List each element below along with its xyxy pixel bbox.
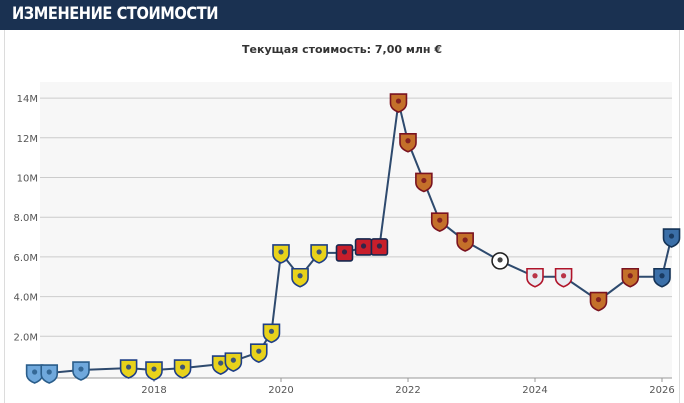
- crest-emblem: [376, 243, 383, 249]
- crest-emblem: [560, 273, 567, 279]
- crest-emblem: [256, 348, 262, 354]
- y-tick-label: 10M: [17, 174, 38, 185]
- y-tick-label: 6.0M: [13, 253, 38, 264]
- crest-emblem: [659, 273, 665, 279]
- crest-emblem: [497, 257, 503, 263]
- crest-emblem: [421, 177, 427, 184]
- crest-emblem: [278, 249, 284, 255]
- plot-area: [40, 82, 672, 378]
- crest-emblem: [151, 366, 157, 372]
- market-value-line: [34, 101, 673, 374]
- y-tick-label: 2.0M: [13, 332, 38, 343]
- x-tick-label: 2018: [141, 385, 166, 396]
- x-tick-label: 2022: [395, 385, 420, 396]
- crest-emblem: [395, 98, 402, 104]
- crest-emblem: [218, 360, 224, 366]
- crest-emblem: [32, 369, 38, 375]
- crest-emblem: [46, 369, 52, 375]
- crest-emblem: [341, 249, 348, 255]
- crest-emblem: [627, 273, 633, 279]
- current-value-subtitle: Текущая стоимость: 7,00 млн €: [242, 43, 442, 56]
- crest-emblem: [179, 364, 186, 370]
- crest-emblem: [268, 328, 275, 334]
- crest-emblem: [405, 138, 411, 144]
- crest-emblem: [360, 243, 367, 249]
- section-title: ИЗМЕНЕНИЕ СТОИМОСТИ: [12, 4, 219, 24]
- crest-emblem: [437, 217, 443, 223]
- crest-emblem: [595, 296, 602, 303]
- crest-emblem: [78, 366, 84, 372]
- crest-emblem: [668, 233, 675, 239]
- y-tick-label: 14M: [17, 94, 38, 105]
- crest-emblem: [230, 357, 236, 363]
- crest-emblem: [532, 273, 538, 279]
- y-tick-label: 12M: [17, 134, 38, 145]
- x-tick-label: 2024: [522, 385, 547, 396]
- crest-emblem: [297, 273, 303, 279]
- crest-emblem: [316, 249, 322, 255]
- y-tick-label: 4.0M: [13, 293, 38, 304]
- y-tick-label: 8.0M: [13, 213, 38, 224]
- crest-emblem: [462, 237, 468, 243]
- section-header: ИЗМЕНЕНИЕ СТОИМОСТИ: [0, 0, 684, 30]
- x-tick-label: 2020: [268, 385, 293, 396]
- crest-emblem: [126, 364, 132, 370]
- x-tick-label: 2026: [649, 385, 674, 396]
